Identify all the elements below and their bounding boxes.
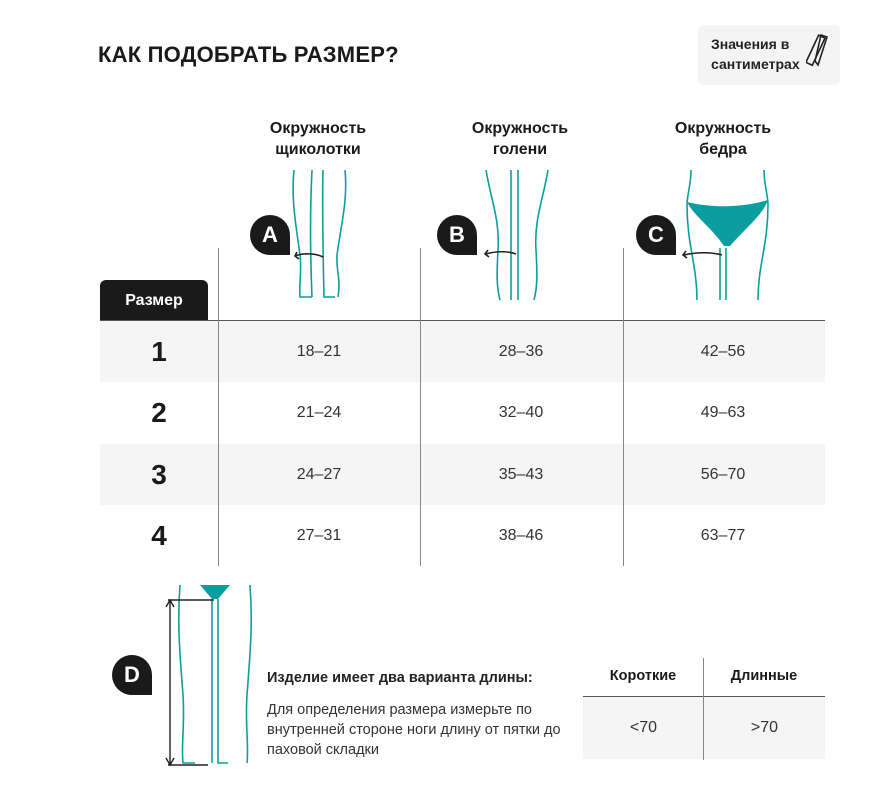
badge-d: D bbox=[112, 655, 152, 695]
units-badge: Значения в сантиметрах bbox=[698, 25, 840, 85]
length-table-divider bbox=[583, 696, 825, 697]
leg-length-illustration bbox=[165, 585, 253, 767]
column-divider bbox=[623, 248, 624, 566]
column-divider bbox=[420, 248, 421, 566]
column-header-ankle: Окружность щиколотки bbox=[218, 118, 418, 160]
table-divider bbox=[100, 320, 825, 321]
header-line2: щиколотки bbox=[275, 141, 361, 158]
length-title: Изделие имеет два варианта длины: bbox=[267, 670, 533, 686]
header-line2: голени bbox=[492, 141, 548, 158]
column-header-calf: Окружность голени bbox=[420, 118, 620, 160]
header-line1: Окружность bbox=[269, 120, 367, 137]
thigh-value: 49–63 bbox=[700, 403, 746, 421]
ankle-value: 18–21 bbox=[296, 342, 342, 360]
length-value-short: <70 bbox=[629, 719, 658, 736]
length-column-divider bbox=[703, 658, 704, 760]
calf-value: 38–46 bbox=[498, 526, 544, 544]
length-header-short: Короткие bbox=[609, 668, 677, 684]
size-label-tab: Размер bbox=[100, 280, 208, 321]
thigh-value: 63–77 bbox=[700, 526, 746, 544]
badge-a: A bbox=[250, 215, 290, 255]
calf-value: 35–43 bbox=[498, 465, 544, 483]
table-row: 1 18–21 28–36 42–56 bbox=[100, 321, 825, 382]
header-line2: бедра bbox=[699, 141, 747, 158]
size-number: 1 bbox=[151, 335, 167, 367]
length-description: Для определения размера измерьте по внут… bbox=[267, 702, 561, 758]
ankle-value: 27–31 bbox=[296, 526, 342, 544]
header-line1: Окружность bbox=[674, 120, 772, 137]
page-title: КАК ПОДОБРАТЬ РАЗМЕР? bbox=[98, 42, 399, 67]
size-number: 2 bbox=[151, 396, 167, 428]
badge-b: B bbox=[437, 215, 477, 255]
ankle-value: 24–27 bbox=[296, 465, 342, 483]
header-line1: Окружность bbox=[471, 120, 569, 137]
table-row: 3 24–27 35–43 56–70 bbox=[100, 444, 825, 505]
table-row: 4 27–31 38–46 63–77 bbox=[100, 505, 825, 566]
length-value-long: >70 bbox=[750, 719, 779, 736]
column-header-thigh: Окружность бедра bbox=[623, 118, 823, 160]
units-line1: Значения в bbox=[711, 36, 790, 52]
ankle-value: 21–24 bbox=[296, 403, 342, 421]
thigh-value: 56–70 bbox=[700, 465, 746, 483]
thigh-value: 42–56 bbox=[700, 342, 746, 360]
ankle-legs-illustration bbox=[292, 169, 347, 298]
size-number: 3 bbox=[151, 458, 167, 490]
ruler-pencil-icon bbox=[806, 33, 829, 67]
table-row: 2 21–24 32–40 49–63 bbox=[100, 382, 825, 443]
column-divider bbox=[218, 248, 219, 566]
length-header-long: Длинные bbox=[730, 668, 798, 684]
size-number: 4 bbox=[151, 519, 167, 551]
units-line2: сантиметрах bbox=[711, 56, 800, 72]
calf-value: 28–36 bbox=[498, 342, 544, 360]
calf-value: 32–40 bbox=[498, 403, 544, 421]
badge-c: C bbox=[636, 215, 676, 255]
thigh-illustration bbox=[682, 169, 769, 301]
length-values-row: <70 >70 bbox=[583, 697, 825, 759]
calf-legs-illustration bbox=[483, 169, 549, 301]
